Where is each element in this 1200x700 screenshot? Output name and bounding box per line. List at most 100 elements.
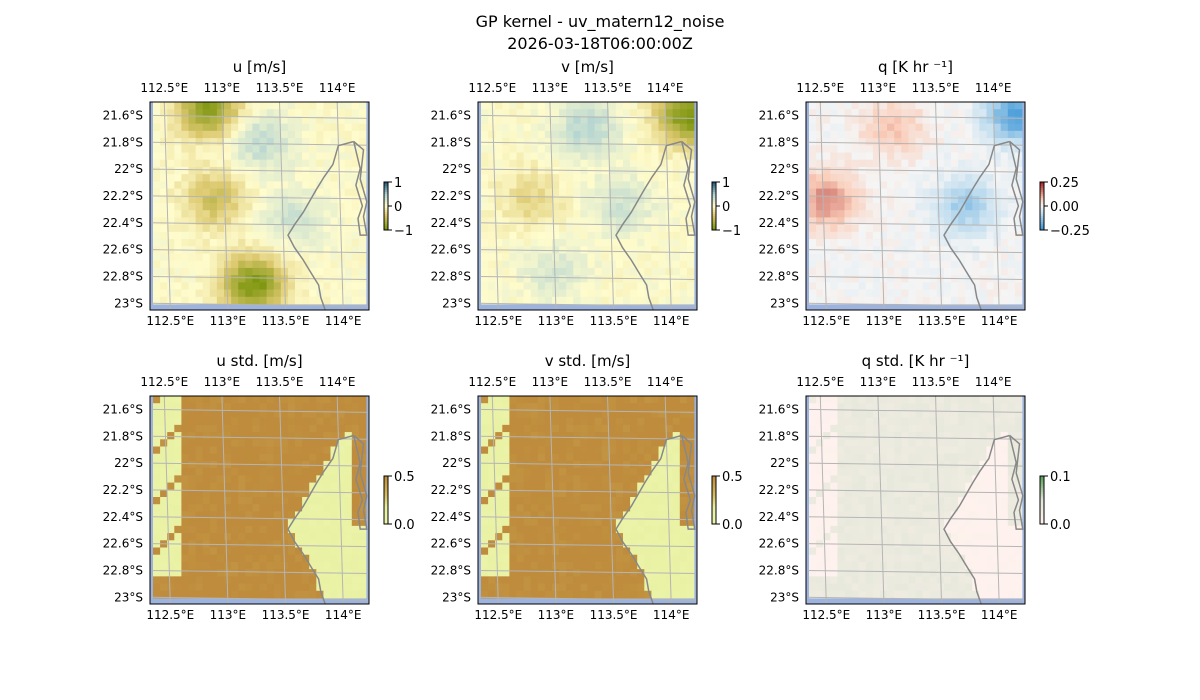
heat-cell (266, 410, 275, 419)
heat-cell (580, 540, 588, 548)
heat-cell (644, 424, 652, 433)
heat-cell (495, 468, 503, 476)
parallel-line (477, 114, 698, 119)
heat-cell (302, 453, 310, 462)
colorbar-segment (1040, 216, 1044, 219)
heat-cell (594, 396, 603, 404)
heat-cell (686, 116, 695, 125)
heat-cell (587, 453, 595, 462)
heat-cell (337, 511, 346, 520)
heat-cell (224, 424, 232, 433)
heat-cell (630, 504, 638, 512)
heat-cell (523, 145, 532, 153)
heat-cell (922, 109, 931, 117)
heat-cell (887, 210, 895, 218)
heat-cell (608, 138, 617, 146)
heat-cell (615, 109, 624, 117)
heat-cell (224, 403, 232, 411)
heat-cell (238, 181, 246, 189)
heat-cell (965, 289, 973, 298)
heat-cell (922, 253, 931, 262)
heat-cell (872, 475, 881, 483)
heat-cell (224, 260, 232, 269)
heat-cell (644, 533, 652, 541)
heat-cell (1014, 424, 1023, 433)
colorbar-segment (384, 214, 388, 217)
heat-cell (238, 210, 246, 218)
heat-cell (273, 590, 282, 599)
heat-cell (224, 267, 232, 276)
heat-cell (580, 246, 588, 254)
colorbar-segment (384, 186, 388, 189)
heat-cell (209, 109, 218, 117)
heat-cell (943, 453, 952, 462)
heat-cell (153, 569, 161, 577)
heat-cell (979, 489, 987, 498)
heat-cell (908, 489, 916, 498)
heat-cell (972, 210, 980, 218)
heat-cell (615, 188, 624, 197)
heat-cell (943, 275, 952, 283)
heat-cell (195, 547, 204, 556)
heat-cell (181, 152, 189, 161)
heat-cell (160, 533, 168, 541)
heat-cell (908, 181, 916, 189)
heat-cell (623, 590, 631, 599)
heat-cell (530, 396, 539, 404)
heat-cell (844, 145, 852, 153)
parallel-line (149, 543, 370, 548)
heat-cell (337, 410, 346, 419)
heat-cell (880, 166, 888, 175)
heat-cell (665, 410, 674, 419)
heat-cell (160, 210, 168, 218)
heat-cell (266, 561, 275, 570)
heat-cell (823, 224, 831, 233)
heat-cell (238, 533, 246, 541)
heat-cell (224, 174, 232, 182)
heat-cell (351, 260, 360, 269)
heat-cell (337, 453, 346, 462)
heat-cell (686, 195, 695, 204)
heat-cell (679, 246, 688, 254)
heat-cell (894, 239, 902, 247)
heat-cell (309, 410, 317, 419)
heat-cell (872, 253, 881, 262)
heat-cell (245, 554, 253, 563)
heat-cell (202, 547, 211, 556)
heat-cell (330, 102, 338, 110)
heat-cell (679, 109, 688, 117)
heat-cell (188, 239, 196, 247)
heat-cell (979, 260, 987, 269)
heat-cell (509, 109, 517, 117)
heat-cell (481, 152, 489, 161)
heat-cell (679, 547, 688, 556)
heat-cell (238, 267, 246, 276)
heat-cell (1014, 289, 1023, 298)
heat-cell (153, 239, 161, 247)
heat-cell (958, 109, 966, 117)
heat-cell (1014, 130, 1023, 139)
heat-cell (259, 231, 267, 240)
heat-cell (351, 130, 360, 139)
heat-cell (358, 576, 367, 584)
heat-cell (979, 138, 987, 146)
heat-cell (580, 145, 588, 153)
heat-cell (601, 396, 610, 404)
heat-cell (302, 145, 310, 153)
heat-cell (580, 181, 588, 189)
heat-cell (594, 275, 603, 283)
heat-cell (865, 403, 874, 411)
heat-cell (809, 217, 817, 226)
x-tick-label-bottom: 113.5°E (590, 314, 638, 328)
heat-cell (901, 102, 909, 110)
heat-cell (167, 203, 175, 211)
heat-cell (552, 533, 560, 541)
coastline (287, 140, 354, 311)
heat-cell (665, 138, 674, 146)
heat-cell (580, 138, 588, 146)
heat-cell (816, 138, 824, 146)
heat-cell (195, 432, 204, 440)
heat-cell (943, 432, 952, 440)
heat-cell (252, 518, 260, 527)
heat-cell (273, 246, 282, 254)
